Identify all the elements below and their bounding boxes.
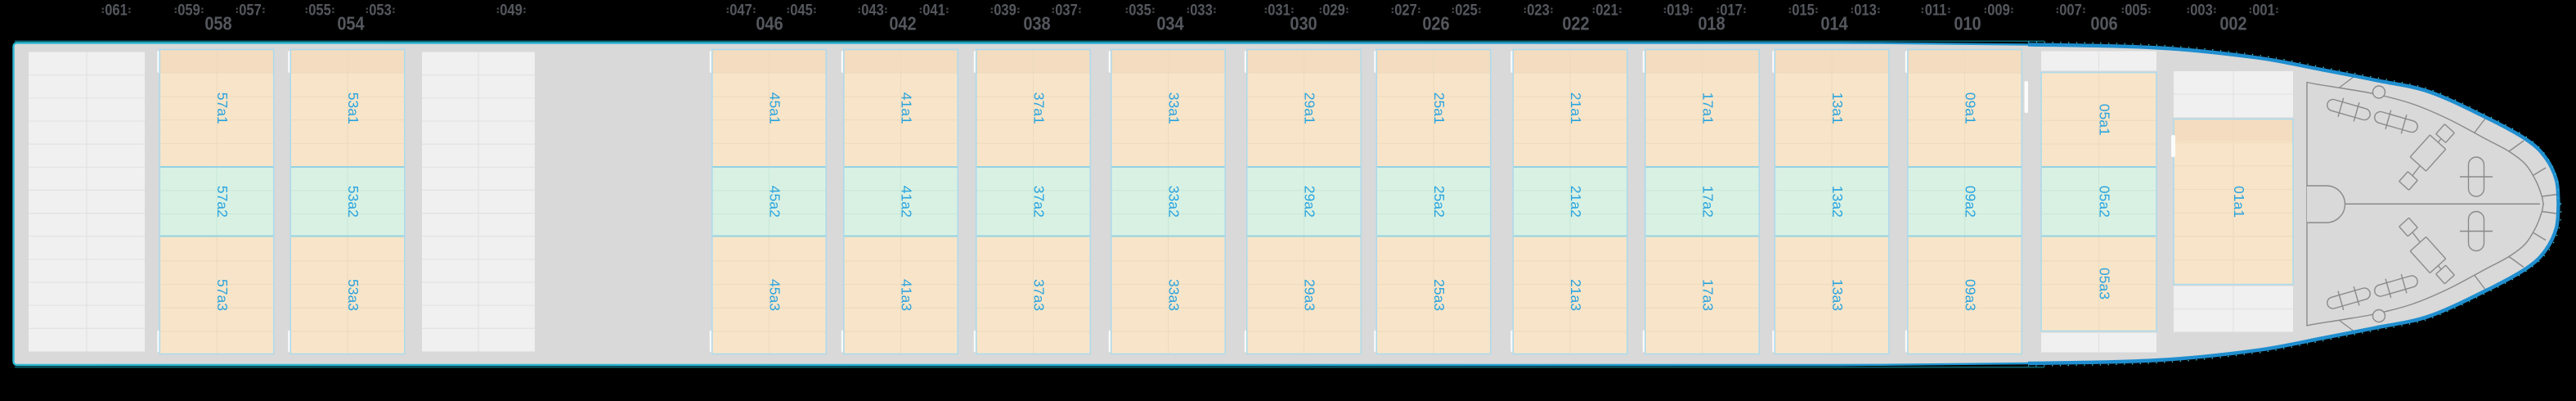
svg-text:009: 009 [1987,2,2010,20]
svg-text:29a1: 29a1 [1302,92,1318,124]
svg-text:055: 055 [308,2,331,20]
svg-text:041: 041 [922,2,945,20]
svg-text:025: 025 [1455,2,1478,20]
svg-text:37a1: 37a1 [1031,92,1048,124]
svg-text:13a2: 13a2 [1829,186,1846,218]
svg-text:17a3: 17a3 [1700,279,1717,311]
svg-text:027: 027 [1394,2,1417,20]
svg-text:25a1: 25a1 [1431,92,1447,124]
svg-text:001: 001 [2252,2,2275,20]
svg-text:047: 047 [729,2,752,20]
svg-text:043: 043 [861,2,884,20]
svg-text:53a2: 53a2 [345,186,361,218]
svg-text:014: 014 [1820,12,1847,34]
svg-text:29a2: 29a2 [1302,186,1318,218]
svg-text:045: 045 [790,2,813,20]
svg-text:29a3: 29a3 [1302,279,1318,311]
svg-text:059: 059 [177,2,200,20]
svg-text:21a3: 21a3 [1568,279,1584,311]
svg-text:042: 042 [889,12,916,34]
svg-text:21a1: 21a1 [1568,92,1584,124]
svg-text:049: 049 [500,2,523,20]
svg-text:037: 037 [1055,2,1078,20]
svg-text:046: 046 [756,12,783,34]
svg-text:029: 029 [1322,2,1345,20]
svg-text:015: 015 [1792,2,1815,20]
svg-text:058: 058 [204,12,231,34]
svg-text:37a2: 37a2 [1031,186,1048,218]
svg-text:17a2: 17a2 [1700,186,1717,218]
svg-text:05a3: 05a3 [2097,268,2113,300]
svg-text:25a3: 25a3 [1431,279,1447,311]
svg-text:022: 022 [1562,12,1589,34]
svg-text:05a1: 05a1 [2097,104,2113,136]
svg-text:09a2: 09a2 [1963,186,1979,218]
svg-text:019: 019 [1667,2,1690,20]
svg-text:031: 031 [1268,2,1290,20]
svg-text:054: 054 [337,12,364,34]
svg-text:25a2: 25a2 [1431,186,1447,218]
svg-text:33a2: 33a2 [1166,186,1183,218]
svg-text:010: 010 [1954,12,1981,34]
svg-text:53a3: 53a3 [345,279,361,311]
svg-text:33a3: 33a3 [1166,279,1183,311]
svg-text:37a3: 37a3 [1031,279,1048,311]
svg-text:41a3: 41a3 [899,279,915,311]
svg-text:53a1: 53a1 [345,92,361,124]
svg-text:003: 003 [2190,2,2213,20]
svg-text:013: 013 [1854,2,1877,20]
svg-text:57a1: 57a1 [214,92,231,124]
svg-text:57a3: 57a3 [214,279,231,311]
svg-text:057: 057 [239,2,262,20]
svg-text:09a3: 09a3 [1963,279,1979,311]
svg-text:030: 030 [1290,12,1317,34]
svg-text:061: 061 [105,2,128,20]
svg-text:011: 011 [1925,2,1947,20]
svg-text:039: 039 [994,2,1016,20]
svg-text:021: 021 [1595,2,1618,20]
svg-text:57a2: 57a2 [214,186,231,218]
svg-text:09a1: 09a1 [1963,92,1979,124]
svg-text:13a3: 13a3 [1829,279,1846,311]
svg-text:034: 034 [1156,12,1183,34]
svg-text:45a2: 45a2 [767,186,783,218]
svg-text:45a1: 45a1 [767,92,783,124]
svg-text:018: 018 [1698,12,1725,34]
svg-text:45a3: 45a3 [767,279,783,311]
svg-text:026: 026 [1422,12,1449,34]
svg-text:017: 017 [1720,2,1743,20]
svg-text:005: 005 [2125,2,2147,20]
svg-text:17a1: 17a1 [1700,92,1717,124]
svg-text:33a1: 33a1 [1166,92,1183,124]
svg-text:023: 023 [1527,2,1550,20]
svg-text:033: 033 [1190,2,1213,20]
svg-text:21a2: 21a2 [1568,186,1584,218]
svg-text:002: 002 [2219,12,2246,34]
svg-text:035: 035 [1129,2,1151,20]
svg-text:41a2: 41a2 [899,186,915,218]
svg-text:41a1: 41a1 [899,92,915,124]
svg-text:05a2: 05a2 [2097,186,2113,218]
svg-text:13a1: 13a1 [1829,92,1846,124]
svg-text:007: 007 [2059,2,2082,20]
svg-text:006: 006 [2090,12,2117,34]
svg-text:053: 053 [369,2,392,20]
svg-text:01a1: 01a1 [2231,186,2247,218]
svg-text:038: 038 [1023,12,1050,34]
